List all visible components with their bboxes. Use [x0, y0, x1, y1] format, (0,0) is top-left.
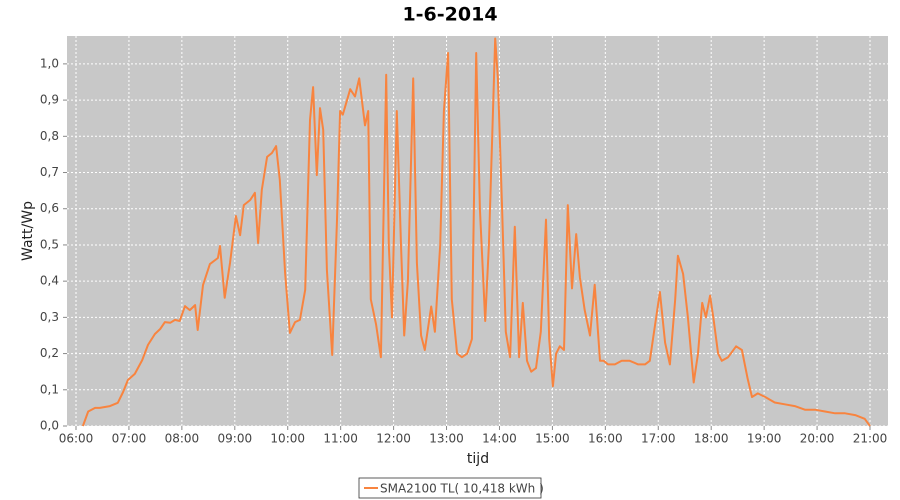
x-tick-label: 09:00: [218, 432, 253, 446]
legend: [358, 477, 542, 499]
x-axis-label: tijd: [467, 451, 489, 467]
y-tick-label: 0,5: [40, 237, 59, 251]
y-tick-label: 0,1: [40, 382, 59, 396]
x-tick-label: 16:00: [588, 432, 623, 446]
x-tick-label: 08:00: [165, 432, 200, 446]
y-tick-label: 0,0: [40, 419, 59, 433]
x-tick-label: 15:00: [535, 432, 570, 446]
x-tick-label: 12:00: [376, 432, 411, 446]
series-line: [81, 37, 871, 427]
chart-title: 1-6-2014: [402, 4, 497, 26]
x-tick-label: 17:00: [641, 432, 676, 446]
y-tick-label: 0,9: [40, 93, 59, 107]
x-tick-label: 14:00: [482, 432, 517, 446]
x-tick-label: 20:00: [800, 432, 835, 446]
x-tick-label: 10:00: [270, 432, 305, 446]
x-tick-label: 07:00: [112, 432, 147, 446]
y-tick-label: 1,0: [40, 56, 59, 70]
y-axis-label: Watt/Wp: [20, 201, 36, 261]
x-tick-label: 18:00: [694, 432, 729, 446]
x-tick-label: 13:00: [429, 432, 464, 446]
x-tick-label: 06:00: [59, 432, 94, 446]
y-tick-label: 0,4: [40, 274, 59, 288]
y-tick-label: 0,6: [40, 201, 59, 215]
x-tick-label: 11:00: [323, 432, 358, 446]
x-tick-label: 19:00: [747, 432, 782, 446]
y-tick-label: 0,7: [40, 165, 59, 179]
y-tick-label: 0,2: [40, 346, 59, 360]
y-tick-label: 0,3: [40, 310, 59, 324]
x-tick-label: 21:00: [853, 432, 888, 446]
legend-label: SMA2100 TL( 10,418 kWh ): [380, 482, 544, 496]
y-tick-label: 0,8: [40, 129, 59, 143]
